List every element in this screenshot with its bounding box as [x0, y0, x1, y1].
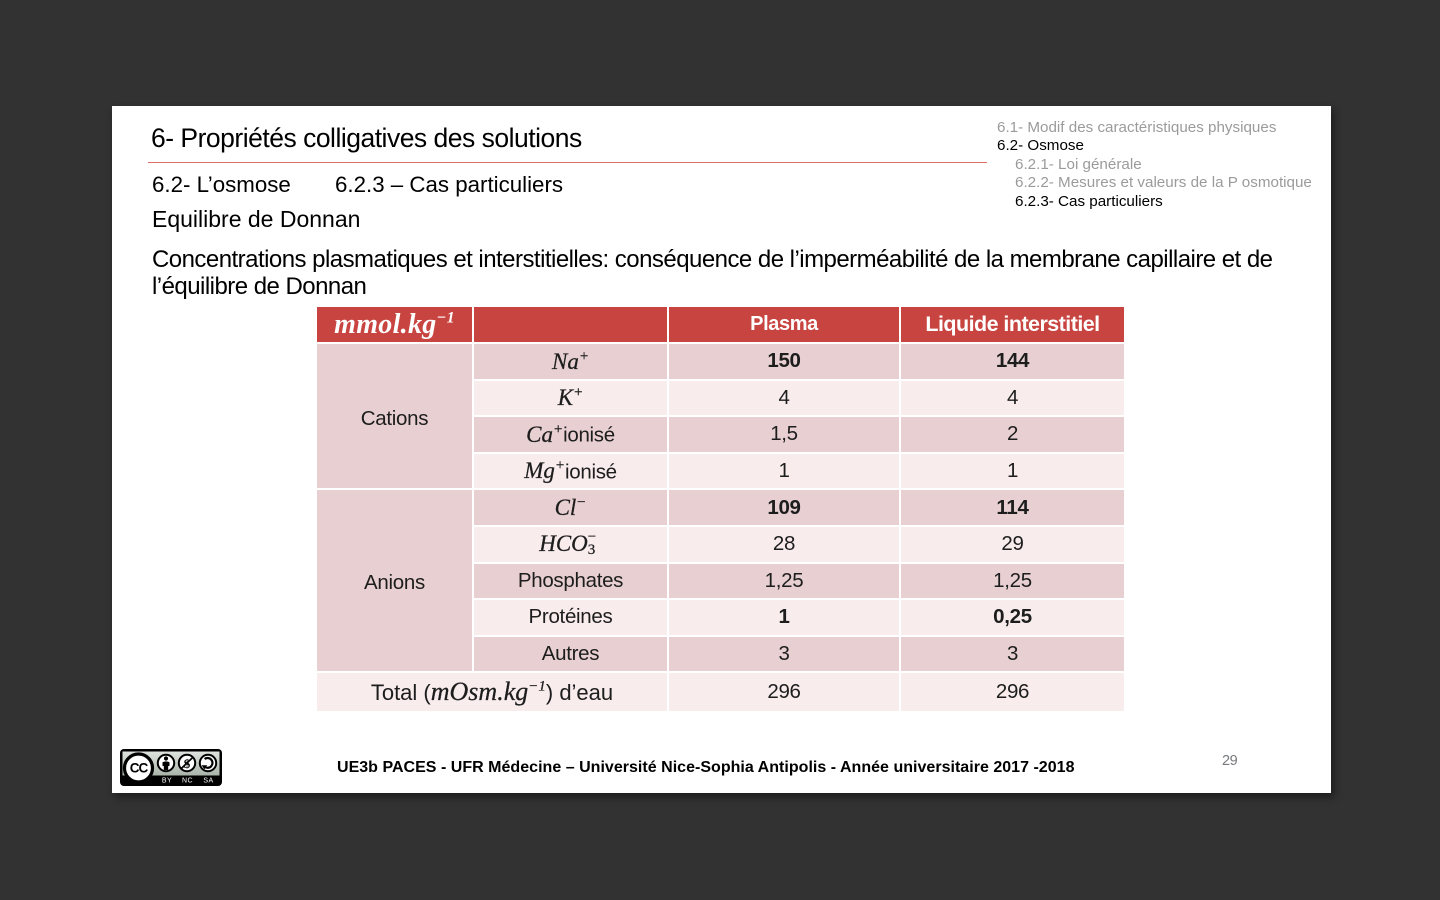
svg-text:NC: NC — [182, 778, 193, 785]
svg-text:CC: CC — [130, 761, 149, 776]
svg-text:SA: SA — [203, 778, 213, 785]
svg-text:BY: BY — [162, 778, 172, 785]
